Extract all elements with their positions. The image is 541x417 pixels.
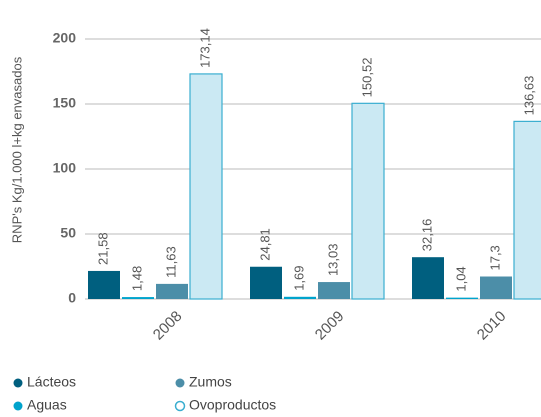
bar xyxy=(189,73,223,300)
value-label: 136,63 xyxy=(521,76,536,116)
bar xyxy=(318,282,350,299)
value-label: 1,04 xyxy=(453,266,468,291)
legend-swatch xyxy=(13,401,23,411)
bar xyxy=(480,276,512,299)
y-tick-label: 100 xyxy=(53,160,77,176)
bar xyxy=(446,297,478,299)
legend-swatch xyxy=(13,378,23,388)
y-tick-label: 50 xyxy=(60,225,76,241)
bar xyxy=(412,257,444,299)
value-label: 1,69 xyxy=(291,265,306,290)
value-label: 17,3 xyxy=(487,245,502,270)
value-label: 173,14 xyxy=(197,28,212,68)
value-label: 150,52 xyxy=(359,58,374,98)
value-label: 24,81 xyxy=(257,228,272,261)
bar xyxy=(122,297,154,299)
bar xyxy=(513,120,541,300)
legend-swatch xyxy=(174,400,186,412)
value-label: 13,03 xyxy=(325,244,340,277)
legend-label: Zumos xyxy=(189,374,232,390)
legend-swatch xyxy=(175,378,185,388)
y-tick-label: 200 xyxy=(53,30,77,46)
y-tick-label: 0 xyxy=(68,290,76,306)
legend-label: Aguas xyxy=(27,397,67,413)
bar xyxy=(156,283,188,299)
legend-label: Lácteos xyxy=(27,374,76,390)
value-label: 11,63 xyxy=(163,246,178,278)
value-label: 1,48 xyxy=(129,266,144,291)
bar xyxy=(88,270,120,299)
value-label: 21,58 xyxy=(95,232,110,265)
bar xyxy=(250,266,282,299)
x-tick-label: 2008 xyxy=(150,308,186,344)
bar xyxy=(351,102,385,300)
bar xyxy=(284,296,316,299)
value-label: 32,16 xyxy=(419,219,434,252)
x-tick-label: 2010 xyxy=(474,308,510,344)
y-tick-label: 150 xyxy=(53,95,77,111)
legend-label: Ovoproductos xyxy=(189,397,276,413)
y-axis-label: RNP's Kg/1.000 l+kg envasados xyxy=(9,56,24,243)
x-tick-label: 2009 xyxy=(312,308,348,344)
